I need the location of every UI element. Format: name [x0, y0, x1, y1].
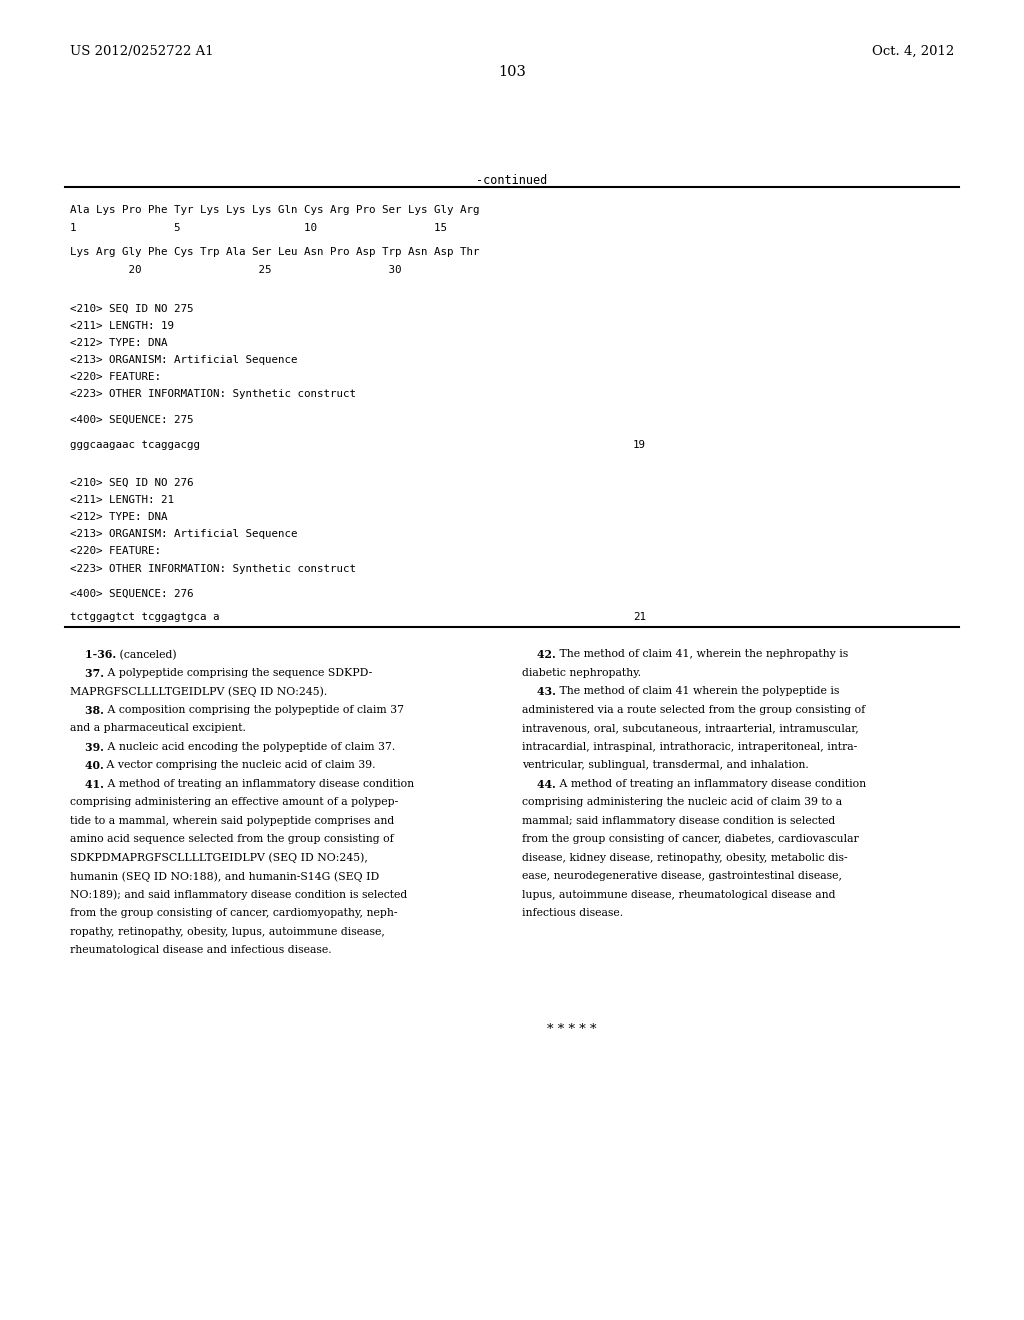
Text: The method of claim 41 wherein the polypeptide is: The method of claim 41 wherein the polyp…: [556, 686, 840, 697]
Text: <211> LENGTH: 21: <211> LENGTH: 21: [70, 495, 174, 506]
Text: The method of claim 41, wherein the nephropathy is: The method of claim 41, wherein the neph…: [556, 649, 848, 660]
Text: <211> LENGTH: 19: <211> LENGTH: 19: [70, 321, 174, 331]
Text: 37.: 37.: [70, 668, 103, 678]
Text: mammal; said inflammatory disease condition is selected: mammal; said inflammatory disease condit…: [522, 816, 836, 826]
Text: <400> SEQUENCE: 275: <400> SEQUENCE: 275: [70, 414, 194, 425]
Text: <223> OTHER INFORMATION: Synthetic construct: <223> OTHER INFORMATION: Synthetic const…: [70, 389, 355, 400]
Text: humanin (SEQ ID NO:188), and humanin-S14G (SEQ ID: humanin (SEQ ID NO:188), and humanin-S14…: [70, 871, 379, 882]
Text: intravenous, oral, subcutaneous, intraarterial, intramuscular,: intravenous, oral, subcutaneous, intraar…: [522, 723, 859, 734]
Text: comprising administering the nucleic acid of claim 39 to a: comprising administering the nucleic aci…: [522, 797, 843, 808]
Text: * * * * *: * * * * *: [547, 1023, 596, 1036]
Text: diabetic nephropathy.: diabetic nephropathy.: [522, 668, 641, 678]
Text: Lys Arg Gly Phe Cys Trp Ala Ser Leu Asn Pro Asp Trp Asn Asp Thr: Lys Arg Gly Phe Cys Trp Ala Ser Leu Asn …: [70, 247, 479, 257]
Text: 103: 103: [498, 65, 526, 79]
Text: A method of treating an inflammatory disease condition: A method of treating an inflammatory dis…: [556, 779, 866, 789]
Text: <210> SEQ ID NO 275: <210> SEQ ID NO 275: [70, 304, 194, 314]
Text: A method of treating an inflammatory disease condition: A method of treating an inflammatory dis…: [103, 779, 414, 789]
Text: <220> FEATURE:: <220> FEATURE:: [70, 546, 161, 557]
Text: and a pharmaceutical excipient.: and a pharmaceutical excipient.: [70, 723, 246, 734]
Text: from the group consisting of cancer, diabetes, cardiovascular: from the group consisting of cancer, dia…: [522, 834, 859, 845]
Text: (canceled): (canceled): [116, 649, 176, 660]
Text: <223> OTHER INFORMATION: Synthetic construct: <223> OTHER INFORMATION: Synthetic const…: [70, 564, 355, 574]
Text: 21: 21: [633, 612, 646, 623]
Text: Ala Lys Pro Phe Tyr Lys Lys Lys Gln Cys Arg Pro Ser Lys Gly Arg: Ala Lys Pro Phe Tyr Lys Lys Lys Gln Cys …: [70, 205, 479, 215]
Text: 43.: 43.: [522, 686, 556, 697]
Text: <213> ORGANISM: Artificial Sequence: <213> ORGANISM: Artificial Sequence: [70, 529, 297, 540]
Text: A composition comprising the polypeptide of claim 37: A composition comprising the polypeptide…: [103, 705, 403, 715]
Text: 38.: 38.: [70, 705, 103, 715]
Text: intracardial, intraspinal, intrathoracic, intraperitoneal, intra-: intracardial, intraspinal, intrathoracic…: [522, 742, 857, 752]
Text: <212> TYPE: DNA: <212> TYPE: DNA: [70, 338, 167, 348]
Text: <210> SEQ ID NO 276: <210> SEQ ID NO 276: [70, 478, 194, 488]
Text: from the group consisting of cancer, cardiomyopathy, neph-: from the group consisting of cancer, car…: [70, 908, 397, 919]
Text: tide to a mammal, wherein said polypeptide comprises and: tide to a mammal, wherein said polypepti…: [70, 816, 394, 826]
Text: <400> SEQUENCE: 276: <400> SEQUENCE: 276: [70, 589, 194, 599]
Text: 19: 19: [633, 440, 646, 450]
Text: A nucleic acid encoding the polypeptide of claim 37.: A nucleic acid encoding the polypeptide …: [103, 742, 395, 752]
Text: 20                  25                  30: 20 25 30: [70, 265, 401, 276]
Text: ease, neurodegenerative disease, gastrointestinal disease,: ease, neurodegenerative disease, gastroi…: [522, 871, 842, 882]
Text: disease, kidney disease, retinopathy, obesity, metabolic dis-: disease, kidney disease, retinopathy, ob…: [522, 853, 848, 863]
Text: 40.: 40.: [70, 760, 103, 771]
Text: tctggagtct tcggagtgca a: tctggagtct tcggagtgca a: [70, 612, 219, 623]
Text: ropathy, retinopathy, obesity, lupus, autoimmune disease,: ropathy, retinopathy, obesity, lupus, au…: [70, 927, 384, 937]
Text: 1-36.: 1-36.: [70, 649, 116, 660]
Text: amino acid sequence selected from the group consisting of: amino acid sequence selected from the gr…: [70, 834, 393, 845]
Text: Oct. 4, 2012: Oct. 4, 2012: [872, 45, 954, 58]
Text: lupus, autoimmune disease, rheumatological disease and: lupus, autoimmune disease, rheumatologic…: [522, 890, 836, 900]
Text: 39.: 39.: [70, 742, 103, 752]
Text: 1               5                   10                  15: 1 5 10 15: [70, 223, 446, 234]
Text: 44.: 44.: [522, 779, 556, 789]
Text: NO:189); and said inflammatory disease condition is selected: NO:189); and said inflammatory disease c…: [70, 890, 407, 900]
Text: administered via a route selected from the group consisting of: administered via a route selected from t…: [522, 705, 865, 715]
Text: <213> ORGANISM: Artificial Sequence: <213> ORGANISM: Artificial Sequence: [70, 355, 297, 366]
Text: 41.: 41.: [70, 779, 103, 789]
Text: A vector comprising the nucleic acid of claim 39.: A vector comprising the nucleic acid of …: [103, 760, 376, 771]
Text: US 2012/0252722 A1: US 2012/0252722 A1: [70, 45, 213, 58]
Text: A polypeptide comprising the sequence SDKPD-: A polypeptide comprising the sequence SD…: [103, 668, 372, 678]
Text: comprising administering an effective amount of a polypep-: comprising administering an effective am…: [70, 797, 398, 808]
Text: <220> FEATURE:: <220> FEATURE:: [70, 372, 161, 383]
Text: infectious disease.: infectious disease.: [522, 908, 624, 919]
Text: -continued: -continued: [476, 174, 548, 187]
Text: <212> TYPE: DNA: <212> TYPE: DNA: [70, 512, 167, 523]
Text: gggcaagaac tcaggacgg: gggcaagaac tcaggacgg: [70, 440, 200, 450]
Text: rheumatological disease and infectious disease.: rheumatological disease and infectious d…: [70, 945, 331, 956]
Text: ventricular, sublingual, transdermal, and inhalation.: ventricular, sublingual, transdermal, an…: [522, 760, 809, 771]
Text: 42.: 42.: [522, 649, 556, 660]
Text: MAPRGFSCLLLLTGEIDLPV (SEQ ID NO:245).: MAPRGFSCLLLLTGEIDLPV (SEQ ID NO:245).: [70, 686, 327, 697]
Text: SDKPDMAPRGFSCLLLLTGEIDLPV (SEQ ID NO:245),: SDKPDMAPRGFSCLLLLTGEIDLPV (SEQ ID NO:245…: [70, 853, 368, 863]
